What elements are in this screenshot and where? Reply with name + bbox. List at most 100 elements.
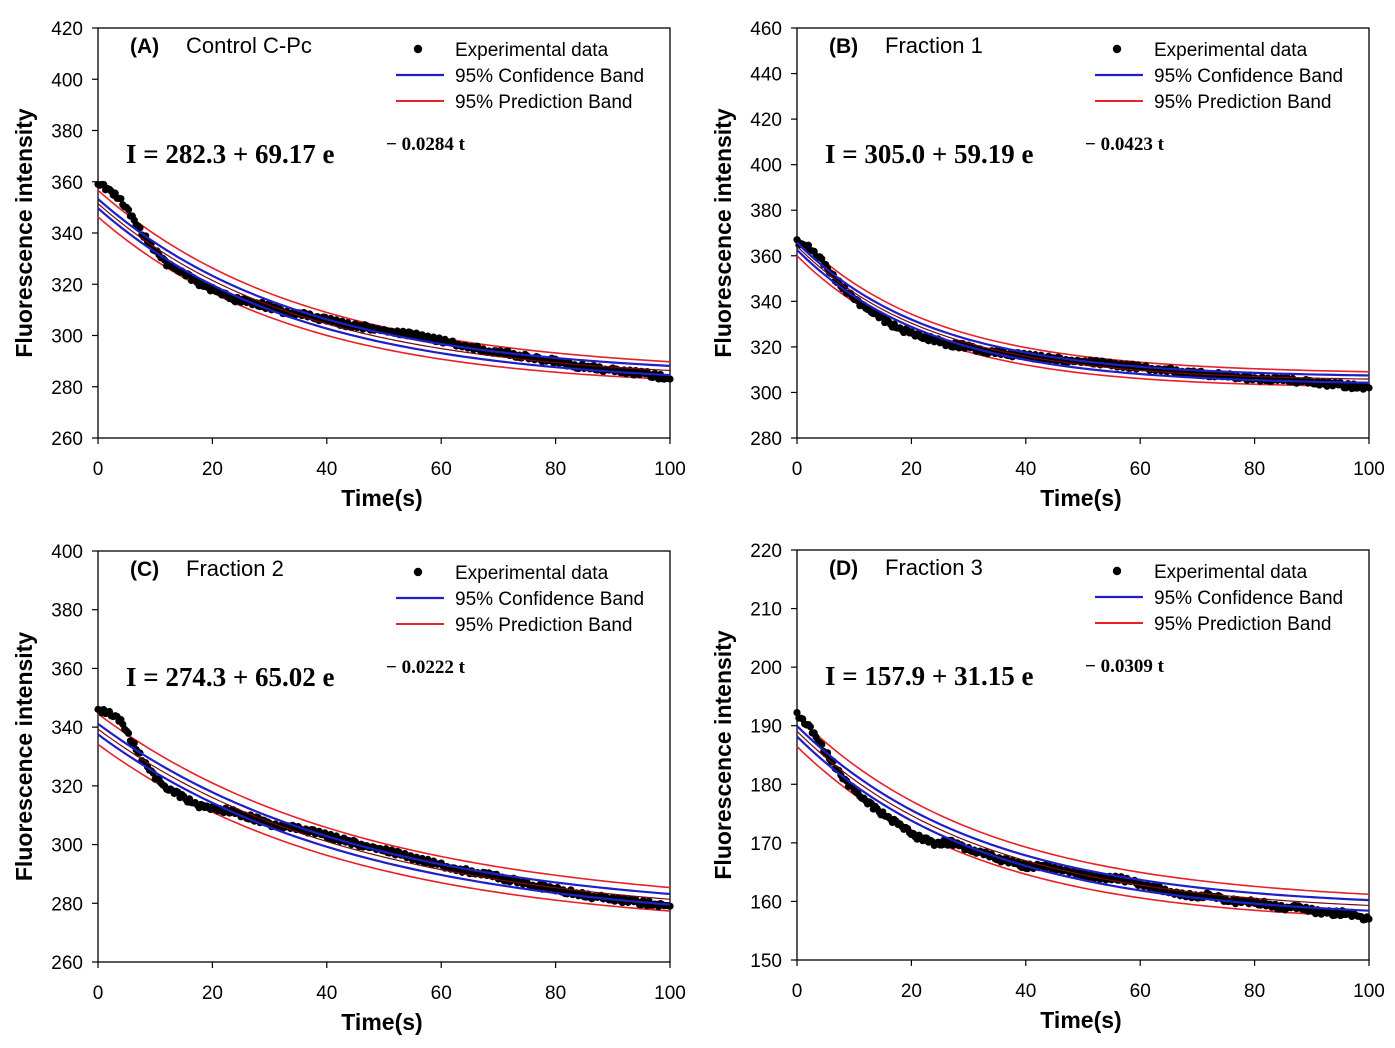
legend-marker-data [1112, 44, 1122, 54]
confidence-band-lower [97, 207, 671, 377]
fit-equation-exponent: − 0.0309 t [1085, 656, 1165, 677]
confidence-band-upper [796, 725, 1370, 902]
panel-name: Fraction 1 [885, 33, 983, 58]
x-tick-label: 60 [1130, 981, 1151, 1002]
fit-equation-exponent: − 0.0222 t [386, 657, 466, 678]
x-tick-label: 20 [202, 983, 223, 1004]
fit-curve [796, 245, 1370, 380]
legend-label: Experimental data [1154, 40, 1308, 61]
y-tick-label: 300 [750, 383, 782, 404]
y-tick-label: 180 [750, 775, 782, 796]
legend: Experimental data 95% Confidence Band 95% … [396, 40, 644, 113]
fit-equation-exponent: − 0.0284 t [386, 134, 466, 155]
plot-frame [97, 550, 671, 963]
y-tick-label: 300 [51, 836, 83, 857]
y-tick-label: 440 [750, 65, 782, 86]
prediction-band-upper [97, 713, 671, 889]
fit-curve [796, 730, 1370, 907]
y-axis-label: Fluorescence intensity [710, 108, 736, 357]
fit-curve [97, 728, 671, 900]
experimental-data-series [94, 180, 674, 383]
x-tick-label: 80 [545, 983, 566, 1004]
confidence-band-upper [97, 722, 671, 896]
y-tick-label: 220 [750, 541, 782, 562]
x-tick-label: 100 [654, 983, 686, 1004]
legend-label: 95% Prediction Band [1154, 92, 1331, 113]
data-point [124, 206, 133, 214]
x-tick-label: 100 [1353, 459, 1385, 480]
y-tick-label: 360 [51, 659, 83, 680]
panel-letter: (B) [829, 35, 858, 58]
x-tick-label: 80 [1244, 981, 1265, 1002]
x-axis-label: Time(s) [341, 1009, 422, 1035]
panel-a: 0 20 40 60 80 100 260 280 300 320 340 360 380 400 420 T… [11, 19, 686, 511]
x-tick-label: 80 [1244, 459, 1265, 480]
y-tick-label: 280 [51, 378, 83, 399]
y-tick-label: 200 [750, 658, 782, 679]
confidence-band-upper [796, 241, 1370, 377]
x-tick-label: 80 [545, 459, 566, 480]
data-point [806, 723, 814, 731]
x-tick-label: 100 [1353, 981, 1385, 1002]
fit-equation: I = 282.3 + 69.17 e [126, 139, 335, 169]
panel-name: Fraction 2 [186, 556, 284, 581]
y-axis-label: Fluorescence intensity [11, 108, 37, 357]
panel-letter: (D) [829, 557, 858, 580]
fit-curve [97, 203, 671, 372]
confidence-band-upper [97, 198, 671, 367]
y-tick-label: 320 [51, 275, 83, 296]
plot-frame [796, 27, 1370, 439]
y-tick-label: 340 [750, 292, 782, 313]
y-tick-label: 380 [750, 201, 782, 222]
y-tick-label: 400 [51, 70, 83, 91]
data-point [793, 708, 801, 717]
legend-label: 95% Confidence Band [1154, 588, 1343, 609]
legend-label: 95% Prediction Band [1154, 614, 1331, 635]
x-tick-label: 100 [654, 459, 686, 480]
y-tick-label: 170 [750, 834, 782, 855]
legend-label: Experimental data [455, 563, 609, 584]
confidence-band-lower [97, 733, 671, 906]
y-tick-label: 190 [750, 717, 782, 738]
x-tick-label: 0 [93, 983, 104, 1004]
legend-label: 95% Prediction Band [455, 615, 632, 636]
legend-label: 95% Confidence Band [455, 589, 644, 610]
data-point [818, 255, 826, 263]
legend-label: Experimental data [455, 40, 609, 61]
x-axis-label: Time(s) [1040, 485, 1121, 511]
y-tick-label: 420 [51, 19, 83, 40]
legend-marker-data [413, 44, 423, 54]
y-tick-label: 360 [750, 247, 782, 268]
y-tick-label: 280 [51, 894, 83, 915]
plot-frame [796, 549, 1370, 961]
x-tick-label: 60 [431, 983, 452, 1004]
y-tick-label: 380 [51, 601, 83, 622]
data-point [1365, 915, 1373, 923]
legend-label: 95% Confidence Band [455, 66, 644, 87]
data-point [130, 739, 138, 747]
y-tick-label: 210 [750, 600, 782, 621]
x-tick-label: 0 [792, 981, 803, 1002]
y-axis-label: Fluorescence intensity [11, 632, 37, 881]
legend-label: 95% Prediction Band [455, 92, 632, 113]
legend: Experimental data 95% Confidence Band 95% … [396, 563, 644, 636]
legend: Experimental data 95% Confidence Band 95% … [1095, 562, 1343, 635]
x-tick-label: 40 [316, 983, 337, 1004]
y-tick-label: 360 [51, 173, 83, 194]
panel-d: 0 20 40 60 80 100 150 160 170 180 190 200 210 220 Time… [710, 541, 1385, 1033]
x-tick-label: 40 [1015, 459, 1036, 480]
legend-marker-data [413, 567, 423, 577]
panel-b: 0 20 40 60 80 100 280 300 320 340 360 380 400 420 440 4… [710, 19, 1385, 511]
y-tick-label: 340 [51, 224, 83, 245]
legend-label: Experimental data [1154, 562, 1308, 583]
fit-equation-exponent: − 0.0423 t [1085, 134, 1165, 155]
x-tick-label: 40 [316, 459, 337, 480]
panel-letter: (C) [130, 558, 159, 581]
panel-name: Fraction 3 [885, 555, 983, 580]
y-tick-label: 400 [51, 542, 83, 563]
y-tick-label: 340 [51, 718, 83, 739]
y-tick-label: 160 [750, 892, 782, 913]
fit-equation: I = 157.9 + 31.15 e [825, 661, 1034, 691]
data-point [124, 729, 133, 737]
